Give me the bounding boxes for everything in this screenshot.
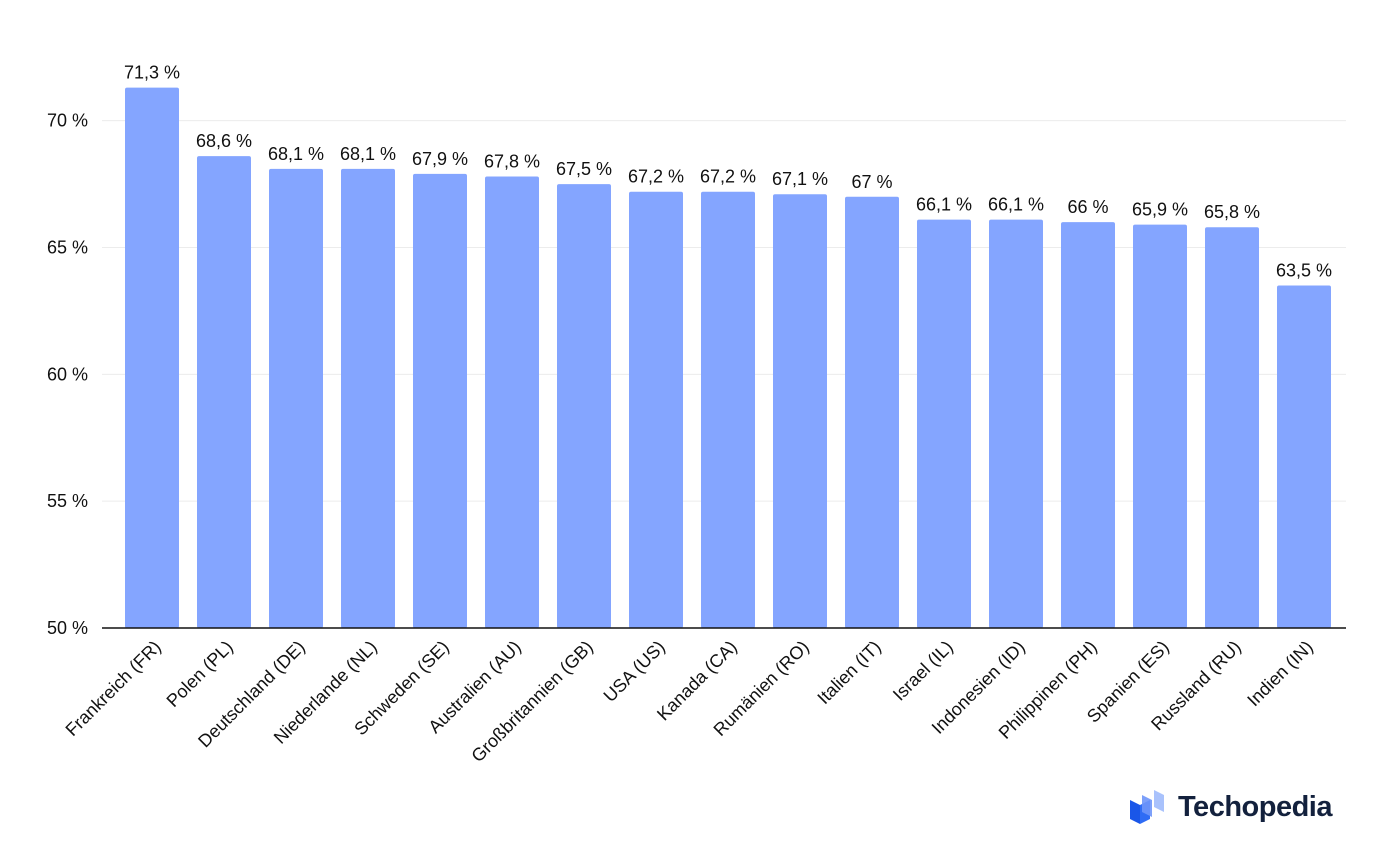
bar bbox=[197, 156, 251, 628]
bar bbox=[917, 219, 971, 628]
y-tick-label: 70 % bbox=[47, 111, 88, 131]
x-tick-label: Israel (IL) bbox=[889, 637, 957, 705]
x-tick-label: Frankreich (FR) bbox=[62, 637, 165, 740]
y-tick-label: 60 % bbox=[47, 364, 88, 384]
data-label: 67,5 % bbox=[556, 159, 612, 179]
x-tick-label: USA (US) bbox=[600, 637, 669, 706]
bar bbox=[1205, 227, 1259, 628]
bar bbox=[341, 168, 395, 629]
data-label: 71,3 % bbox=[124, 63, 180, 83]
bar bbox=[1277, 285, 1331, 628]
y-tick-label: 50 % bbox=[47, 618, 88, 638]
data-label: 65,9 % bbox=[1132, 200, 1188, 220]
brand-name: Techopedia bbox=[1178, 790, 1333, 823]
bar bbox=[773, 194, 827, 628]
y-tick-label: 65 % bbox=[47, 237, 88, 257]
techopedia-logo-icon bbox=[1130, 790, 1164, 824]
data-label: 67,2 % bbox=[628, 167, 684, 187]
data-label: 67 % bbox=[851, 172, 892, 192]
bar bbox=[701, 191, 755, 628]
data-label: 65,8 % bbox=[1204, 202, 1260, 222]
bar bbox=[989, 219, 1043, 628]
x-tick-label: Großbritannien (GB) bbox=[467, 637, 596, 766]
bar bbox=[485, 176, 539, 628]
y-axis-ticks: 50 % 55 % 60 % 65 % 70 % bbox=[47, 111, 88, 638]
x-tick-label: Indien (IN) bbox=[1243, 637, 1317, 711]
data-label: 67,9 % bbox=[412, 149, 468, 169]
data-labels: 71,3 % 68,6 % 68,1 % 68,1 % 67,9 % 67,8 % 67,5… bbox=[124, 63, 1332, 281]
bar bbox=[1133, 224, 1187, 628]
bar bbox=[125, 87, 179, 629]
data-label: 68,1 % bbox=[268, 144, 324, 164]
x-axis-ticks: Frankreich (FR)Polen (PL)Deutschland (DE… bbox=[62, 637, 1317, 766]
data-label: 67,2 % bbox=[700, 167, 756, 187]
x-tick-label: Polen (PL) bbox=[163, 637, 237, 711]
data-label: 68,6 % bbox=[196, 131, 252, 151]
data-label: 63,5 % bbox=[1276, 261, 1332, 281]
bar bbox=[629, 191, 683, 628]
data-label: 67,1 % bbox=[772, 169, 828, 189]
bar bbox=[1061, 222, 1115, 629]
data-label: 66 % bbox=[1067, 197, 1108, 217]
y-tick-label: 55 % bbox=[47, 491, 88, 511]
bar bbox=[845, 196, 899, 628]
bar bbox=[413, 173, 467, 628]
brand-logo: Techopedia bbox=[1128, 786, 1333, 828]
data-label: 66,1 % bbox=[916, 195, 972, 215]
data-label: 68,1 % bbox=[340, 144, 396, 164]
bars bbox=[125, 87, 1331, 629]
data-label: 67,8 % bbox=[484, 151, 540, 171]
bar bbox=[557, 184, 611, 628]
data-label: 66,1 % bbox=[988, 195, 1044, 215]
bar bbox=[269, 168, 323, 629]
x-tick-label: Italien (IT) bbox=[813, 637, 884, 708]
